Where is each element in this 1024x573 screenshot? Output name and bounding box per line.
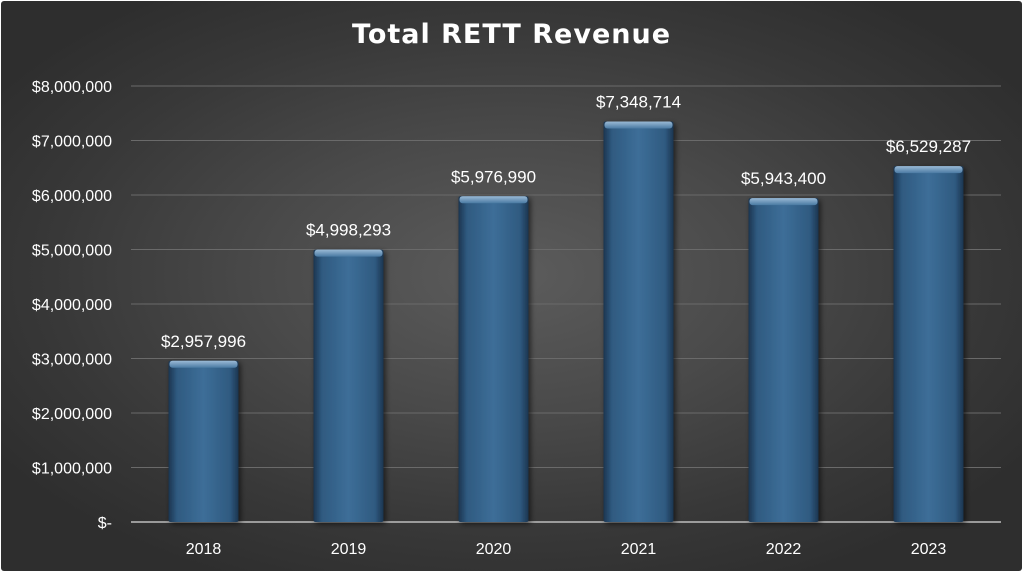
data-label: $4,998,293 bbox=[306, 221, 391, 240]
x-tick-label: 2021 bbox=[621, 541, 657, 558]
data-labels: $2,957,996 $4,998,293 $5,976,990 $7,348,714… bbox=[161, 92, 971, 350]
y-tick-label: $6,000,000 bbox=[32, 188, 112, 205]
bar bbox=[168, 360, 239, 522]
data-label: $5,976,990 bbox=[451, 167, 536, 186]
y-tick-label: $8,000,000 bbox=[32, 79, 112, 96]
x-axis: 2018 2019 2020 2021 2022 2023 bbox=[186, 541, 947, 558]
bar-2018 bbox=[168, 360, 239, 522]
y-tick-label: $2,000,000 bbox=[32, 406, 112, 423]
bar-2021 bbox=[603, 121, 674, 522]
bar-2023 bbox=[893, 166, 964, 522]
data-label: $6,529,287 bbox=[886, 137, 971, 156]
bar bbox=[458, 196, 529, 523]
x-tick-label: 2020 bbox=[476, 541, 512, 558]
data-label: $5,943,400 bbox=[741, 169, 826, 188]
data-label: $7,348,714 bbox=[596, 92, 681, 111]
bar-top-bevel bbox=[169, 360, 238, 368]
bar-top-bevel bbox=[894, 166, 963, 174]
bars bbox=[168, 121, 964, 523]
bar bbox=[603, 121, 674, 522]
y-axis: $- $1,000,000 $2,000,000 $3,000,000 $4,000,0… bbox=[32, 79, 112, 532]
x-tick-label: 2019 bbox=[331, 541, 367, 558]
y-tick-label: $7,000,000 bbox=[32, 134, 112, 151]
bar-top-bevel bbox=[749, 198, 818, 206]
bar bbox=[313, 249, 384, 523]
bar bbox=[893, 166, 964, 522]
y-tick-label: $1,000,000 bbox=[32, 461, 112, 478]
y-tick-label: $4,000,000 bbox=[32, 297, 112, 314]
bar-top-bevel bbox=[604, 121, 673, 129]
y-tick-label: $- bbox=[98, 515, 112, 532]
x-tick-label: 2018 bbox=[186, 541, 222, 558]
bar-2022 bbox=[748, 198, 819, 522]
bar-top-bevel bbox=[314, 249, 383, 257]
bar bbox=[748, 198, 819, 522]
bar-2019 bbox=[313, 249, 384, 523]
y-tick-label: $3,000,000 bbox=[32, 352, 112, 369]
bar-2020 bbox=[458, 196, 529, 523]
chart-title: Total RETT Revenue bbox=[351, 19, 672, 50]
y-tick-label: $5,000,000 bbox=[32, 243, 112, 260]
x-tick-label: 2023 bbox=[911, 541, 947, 558]
gridlines bbox=[131, 85, 1001, 523]
x-tick-label: 2022 bbox=[766, 541, 802, 558]
bar-top-bevel bbox=[459, 196, 528, 204]
data-label: $2,957,996 bbox=[161, 332, 246, 351]
